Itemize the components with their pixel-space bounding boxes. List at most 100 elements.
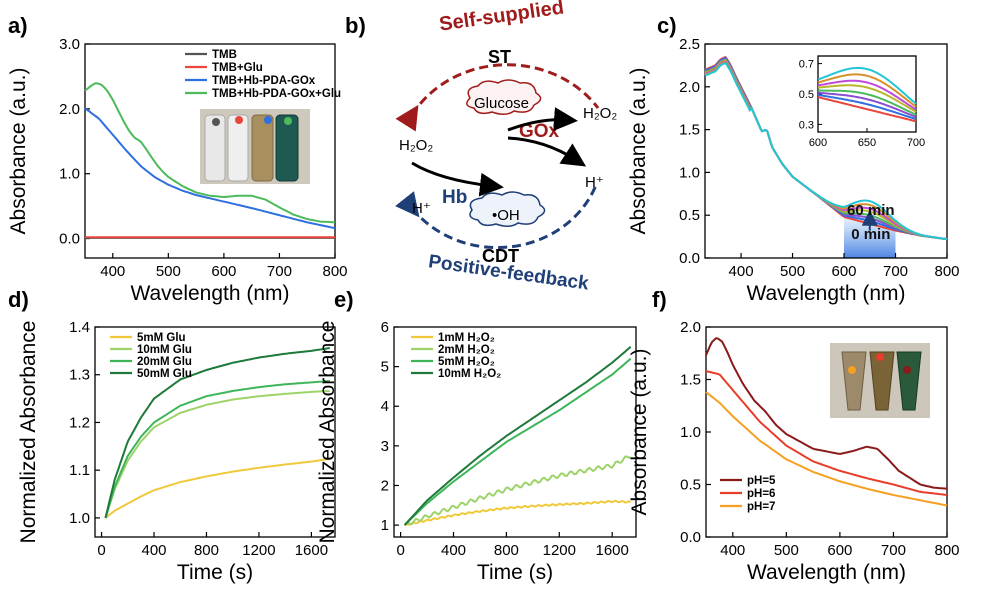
legend-label: TMB+Hb-PDA-GOx [212, 75, 316, 87]
hplus-right: H⁺ [585, 174, 604, 191]
x-tick-label: 0 [396, 542, 404, 559]
x-tick-label: 400 [729, 263, 754, 280]
inset-y-tick-label: 0.7 [799, 59, 814, 71]
y-tick-label: 1.2 [69, 414, 90, 431]
series-line [405, 501, 631, 525]
y-tick-label: 1.3 [69, 367, 90, 384]
x-tick-label: 700 [267, 263, 292, 280]
legend-label: TMB+Glu [212, 62, 263, 74]
inset-y-tick-label: 0.5 [799, 89, 814, 101]
y-axis-title: Normalized Absorbance [17, 321, 40, 544]
diagram-b: Self-supplied ST Glucose GOx H₂O₂ H₂O₂ H… [399, 0, 617, 295]
y-tick-label: 0.5 [679, 207, 700, 224]
x-tick-label: 400 [100, 263, 125, 280]
series-line [405, 359, 631, 525]
legend-label: TMB [212, 49, 237, 61]
y-axis-title: Absorbance (a.u.) [628, 349, 651, 516]
dot-red [235, 116, 243, 124]
legend-label: 5mM Glu [137, 332, 186, 344]
x-tick-label: 1200 [242, 542, 275, 559]
x-axis-title: Time (s) [477, 561, 553, 584]
legend-label: 10mM H₂O₂ [438, 368, 501, 380]
x-tick-label: 1600 [295, 542, 328, 559]
y-tick-label: 5 [381, 359, 389, 376]
hplus-left: H⁺ [412, 200, 431, 217]
y-axis-title: Normalized Absorbance [316, 321, 339, 544]
legend-label: pH=5 [747, 475, 776, 487]
x-tick-label: 800 [494, 542, 519, 559]
x-tick-label: 600 [827, 542, 852, 559]
dot-darkred [903, 366, 911, 374]
figure: a) b) c) d) e) f) 400 500 600 700 8000.01.02… [0, 0, 983, 597]
legend-label: 5mM H₂O₂ [438, 356, 495, 368]
x-tick-label: 500 [156, 263, 181, 280]
dot-blue [264, 116, 272, 124]
y-tick-label: 2.0 [59, 101, 80, 118]
y-tick-label: 0.0 [679, 250, 700, 267]
panel-label-c: c) [657, 13, 677, 38]
y-tick-label: 0.0 [680, 529, 701, 546]
dot-green [284, 117, 292, 125]
h2o2-left: H₂O₂ [399, 137, 433, 154]
y-tick-label: 0.0 [59, 231, 80, 248]
self-supplied-label: Self-supplied [438, 0, 565, 36]
legend-label: TMB+Hb-PDA-GOx+Glu [212, 88, 341, 100]
y-tick-label: 1.0 [59, 166, 80, 183]
plot-frame [394, 327, 636, 537]
tubes-photo-f [830, 343, 930, 418]
x-axis-title: Wavelength (nm) [130, 282, 289, 305]
dot-gray [212, 118, 220, 126]
x-tick-label: 400 [441, 542, 466, 559]
y-axis-title: Absorbance (a.u.) [627, 68, 650, 235]
x-tick-label: 400 [142, 542, 167, 559]
series-line [106, 391, 330, 518]
dot-red-f [876, 353, 884, 361]
st-label: ST [488, 47, 511, 67]
y-tick-label: 2.0 [680, 319, 701, 336]
annotation-0min: 0 min [851, 226, 890, 243]
x-tick-label: 600 [211, 263, 236, 280]
x-axis-title: Wavelength (nm) [746, 282, 905, 305]
legend-label: 2mM H₂O₂ [438, 344, 495, 356]
hb-arrow [412, 163, 492, 186]
legend-label: pH=6 [747, 488, 775, 500]
chart-c: 400 500 600 700 800 0.0 0.5 1.0 1.5 2.0 2.5 Wavelen… [627, 36, 960, 305]
y-tick-label: 1.5 [680, 372, 701, 389]
annotation-60min: 60 min [847, 202, 895, 219]
x-tick-label: 800 [322, 263, 347, 280]
x-tick-label: 600 [832, 263, 857, 280]
inset-y-tick-label: 0.3 [799, 119, 814, 131]
y-tick-label: 1.5 [679, 122, 700, 139]
x-tick-label: 800 [934, 263, 959, 280]
y-tick-label: 0.5 [680, 477, 701, 494]
y-tick-label: 1.1 [69, 462, 90, 479]
panel-label-f: f) [652, 287, 667, 312]
x-tick-label: 700 [883, 263, 908, 280]
x-tick-label: 400 [720, 542, 745, 559]
panel-label-d: d) [8, 287, 29, 312]
oh-label: •OH [492, 207, 520, 224]
hb-label: Hb [442, 187, 467, 208]
x-axis-title: Wavelength (nm) [747, 561, 906, 584]
inset-x-tick-label: 700 [907, 137, 925, 149]
y-tick-label: 1.0 [680, 424, 701, 441]
y-axis-title: Absorbance (a.u.) [7, 68, 30, 235]
plot-frame [95, 327, 335, 537]
y-tick-label: 3.0 [59, 36, 80, 53]
vials-photo-a [200, 109, 310, 184]
y-tick-label: 1 [381, 517, 389, 534]
chart-d: 0 400 800 1200 16001.01.11.21.31.4Time (s)No… [17, 319, 335, 584]
inset-x-tick-label: 650 [858, 137, 876, 149]
chart-e: 0 400 800 1200 1600123456Time (s)Normalized … [316, 319, 636, 584]
x-tick-label: 800 [194, 542, 219, 559]
x-axis-title: Time (s) [177, 561, 253, 584]
y-tick-label: 1.0 [679, 164, 700, 181]
legend-label: 20mM Glu [137, 356, 192, 368]
x-tick-label: 500 [774, 542, 799, 559]
y-tick-label: 4 [381, 398, 389, 415]
x-tick-label: 500 [780, 263, 805, 280]
y-tick-label: 3 [381, 438, 389, 455]
x-tick-label: 1200 [543, 542, 576, 559]
h2o2-right: H₂O₂ [583, 105, 617, 122]
x-tick-label: 700 [881, 542, 906, 559]
